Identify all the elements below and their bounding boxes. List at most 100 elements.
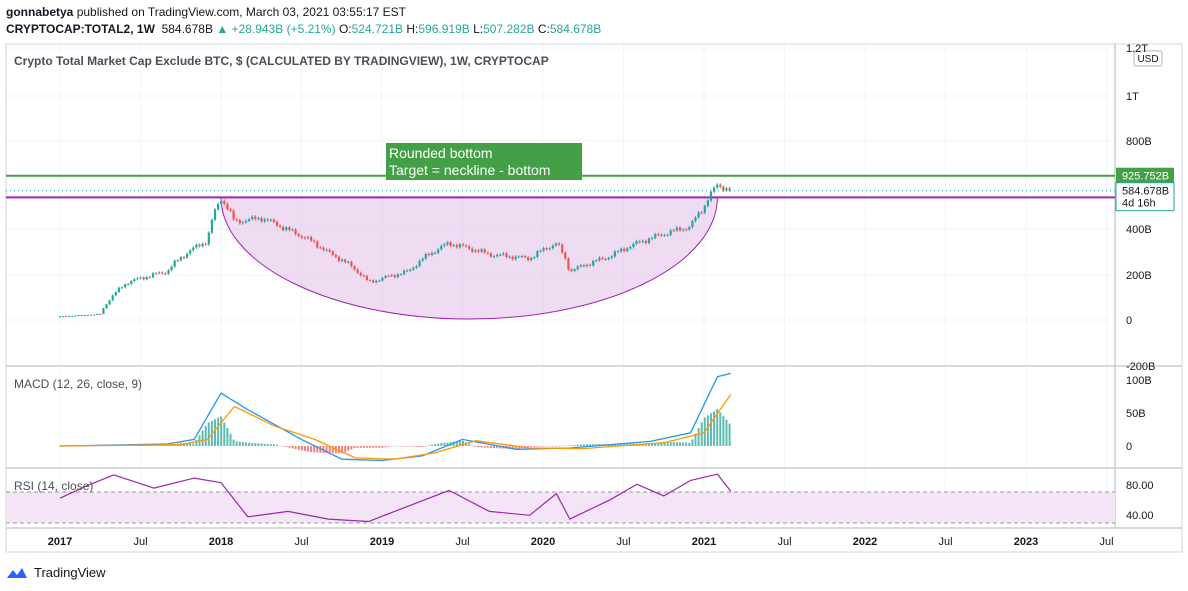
histogram-bar [691,439,694,446]
candle-body [279,225,282,227]
candle-body [706,200,709,206]
candle-body [598,257,601,261]
histogram-bar [462,440,464,446]
author-name[interactable]: gonnabetya [6,5,74,19]
candle-body [111,295,114,301]
histogram-bar [493,446,495,449]
histogram-bar [542,446,545,447]
ohlc-legend: CRYPTOCAP:TOTAL2, 1W 584.678B ▲ +28.943B… [6,22,601,36]
candle-body [384,275,387,278]
histogram-bar [248,442,251,446]
candle-body [461,244,465,246]
histogram-bar [424,446,427,447]
candle-body [210,219,213,233]
histogram-bar [573,445,576,446]
candle-body [542,248,545,251]
candle-body [641,240,644,243]
tradingview-brand[interactable]: TradingView [6,565,106,580]
price-axis[interactable]: 1.2T 1T 800B 400B 200B 0 -200B [1126,43,1155,373]
time-tick-label: 2017 [48,536,72,548]
histogram-bar [356,446,359,448]
histogram-bar [586,444,588,446]
histogram-bar [685,442,688,446]
candle-body [669,230,672,236]
candle-body [430,252,434,256]
annotation-label[interactable]: Rounded bottom Target = neckline - botto… [386,143,582,180]
time-tick-label: Jul [777,536,791,548]
candle-body [58,316,62,318]
candle-body [511,256,514,260]
time-tick-label: 2018 [209,536,233,548]
candle-body [148,277,151,279]
candle-body [381,277,384,281]
candle-body [189,250,192,254]
candle-body [254,216,257,220]
candle-body [595,260,598,262]
histogram-bar [713,411,716,446]
candle-body [201,243,204,247]
candle-body [592,260,595,266]
candle-body [83,314,86,316]
histogram-bar [375,446,378,448]
candle-body [325,249,328,251]
macd-axis: 100B 50B 0 [1126,375,1152,453]
histogram-bar [455,441,458,446]
candle-body [173,260,176,267]
candle-body [186,253,189,258]
histogram-bar [620,443,623,446]
histogram-bar [303,446,306,451]
histogram-bar [155,445,158,446]
histogram-bar [710,413,712,446]
candle-body [344,259,347,263]
currency-button-label: USD [1137,54,1158,65]
histogram-bar [344,446,347,453]
candle-body [573,269,576,272]
candle-body [465,245,468,247]
histogram-bar [232,439,235,446]
candle-body [399,274,403,276]
candle-body [310,236,313,241]
candle-body [362,275,365,277]
candle-body [167,270,170,274]
histogram-bar [415,446,418,447]
histogram-bar [595,444,598,446]
candle-body [421,258,424,261]
candle-body [179,257,182,261]
candle-body [682,229,685,231]
candle-body [108,300,111,305]
candle-body [527,257,530,261]
tradingview-logo-icon [7,567,27,578]
candle-body [626,248,629,252]
candle-body [471,248,474,252]
candle-body [251,216,254,220]
histogram-bar [719,412,722,446]
open-value: 524.721B [351,22,404,36]
time-axis[interactable]: 2017 Jul 2018 Jul 2019 Jul 2020 Jul 2021 Jul 2022 J… [48,536,1114,548]
signal-line [59,394,732,460]
histogram-bar [499,446,502,449]
candle-body [607,257,610,260]
candle-body [629,247,632,249]
histogram-bar [207,422,210,446]
candle-body [716,184,719,188]
candle-body [486,252,489,254]
histogram-bar [167,445,170,446]
currency-button[interactable]: USD [1133,50,1163,67]
histogram-bar [294,446,297,450]
candle-body [229,209,232,211]
chart-frame [5,43,1183,553]
close-label: C: [537,22,550,36]
candle-body [480,249,483,252]
candle-body [657,234,660,236]
candle-body [623,248,626,252]
rounded-bottom-shape[interactable] [220,196,718,320]
price-tick-label: 1T [1126,91,1139,103]
candle-body [579,265,582,267]
candle-body [409,269,412,271]
candle-body [155,273,158,275]
candle-body [319,247,322,249]
candle-body [71,315,74,317]
candle-body [672,230,675,232]
candle-body [604,258,607,260]
